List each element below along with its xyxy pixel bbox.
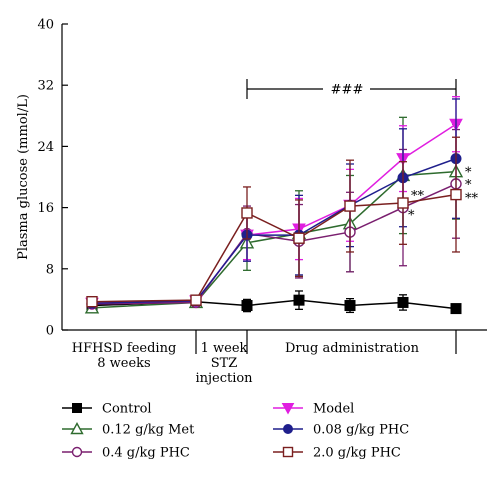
y-tick-label: 40 [37,18,54,33]
y-tick-label: 8 [46,262,54,277]
data-point [72,403,82,413]
legend-label: 2.0 g/kg PHC [313,446,401,461]
legend-label: 0.08 g/kg PHC [313,423,409,438]
data-point [86,295,98,308]
legend-label: Model [313,402,354,417]
series-0-12-g-kg-met [84,116,464,314]
significance-bracket: ### [246,79,457,99]
phase-label: HFHSD feeding [72,341,177,356]
legend-item: 0.4 g/kg PHC [62,446,190,461]
legend-label: 0.4 g/kg PHC [102,446,190,461]
legend-item: Model [273,402,354,417]
significance-asterisk: * [408,209,415,224]
significance-asterisk: * [465,166,472,181]
data-point [71,446,83,458]
legend-label: 0.12 g/kg Met [102,423,195,438]
data-point [190,294,202,306]
y-tick-label: 0 [46,324,54,339]
series-layer [84,96,464,315]
significance-asterisk: ** [465,192,479,207]
series-2-0-g-kg-phc [86,136,462,308]
legend-item: 0.08 g/kg PHC [273,423,409,438]
legend-item: Control [62,402,152,417]
series-line [91,123,457,304]
data-point [241,300,253,312]
data-point [450,188,462,201]
y-axis-title: Plasma glucose (mmol/L) [16,94,31,260]
annotations: ******* [408,166,479,224]
phase-label: injection [195,371,253,386]
phase-label: STZ [211,356,238,371]
data-point [241,207,253,219]
data-point [344,300,356,312]
data-point [293,232,305,244]
legend-item: 2.0 g/kg PHC [273,446,401,461]
phase-label: Drug administration [285,341,420,356]
data-point [344,200,356,212]
data-point [450,303,462,315]
y-tick-label: 24 [37,140,54,155]
data-point [282,446,294,458]
data-point [397,197,409,209]
axes: 0 8 16 24 32 40 Plasma glucose (mmol/L) [16,18,487,354]
data-point [283,424,293,434]
phase-label: 1 week [201,341,248,356]
legend-item: 0.12 g/kg Met [62,422,195,438]
data-point [281,403,295,415]
data-point [70,422,84,435]
y-tick-label: 16 [37,201,54,216]
phase-label: 8 weeks [97,356,150,371]
y-tick-label: 32 [37,79,54,94]
significance-label: ### [331,83,364,98]
data-point [293,294,305,306]
significance-asterisk: ** [411,189,425,204]
significance-asterisk: * [465,178,472,193]
legend-label: Control [102,402,152,417]
data-point [397,296,409,308]
legend: Control 0.12 g/kg Met 0.4 g/kg PHC Model 0.0… [62,402,409,461]
